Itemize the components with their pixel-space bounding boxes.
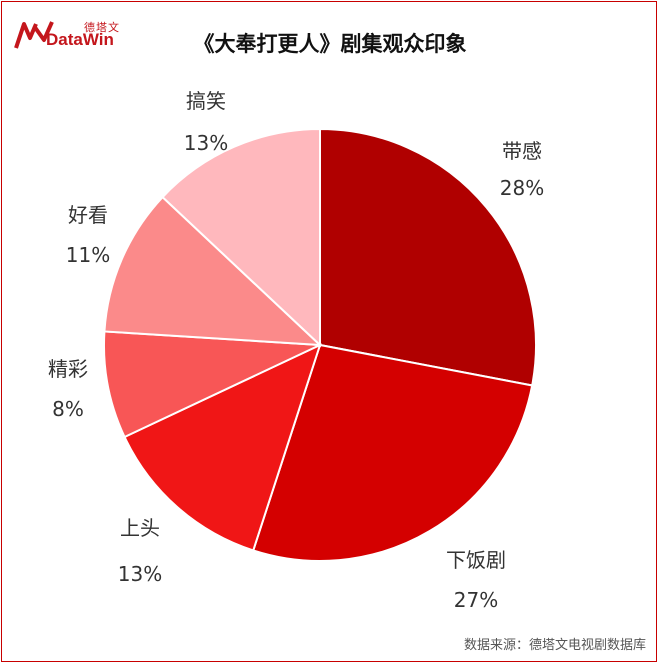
datawin-logo	[14, 18, 154, 52]
pie-slice	[123, 343, 322, 552]
slice-category-label: 下饭剧	[446, 548, 506, 572]
chart-title: 《大奉打更人》剧集观众印象	[193, 32, 467, 56]
logo-text-cn: 德塔文	[84, 21, 120, 34]
pie-slices	[103, 127, 537, 562]
slice-percent-label: 11%	[66, 243, 110, 267]
pie-slice	[161, 127, 321, 348]
pie-slice	[103, 330, 321, 439]
slice-percent-label: 8%	[52, 397, 84, 421]
slice-percent-label: 13%	[118, 562, 162, 586]
datawin-logo-icon	[14, 21, 54, 49]
slice-category-label: 精彩	[48, 357, 88, 381]
pie-slice	[251, 343, 534, 562]
pie-slice	[103, 195, 323, 347]
slice-category-label: 好看	[68, 203, 108, 227]
slice-percent-label: 27%	[454, 588, 498, 612]
pie-slice	[319, 127, 537, 387]
slice-category-label: 上头	[120, 516, 160, 540]
slice-percent-label: 28%	[500, 176, 544, 200]
pie-labels: 带感 28% 下饭剧 27% 上头 13% 精彩 8% 好看 11% 搞笑 13%	[48, 89, 544, 612]
slice-category-label: 搞笑	[186, 89, 226, 113]
slice-percent-label: 13%	[184, 131, 228, 155]
source-note: 数据来源：德塔文电视剧数据库	[463, 638, 646, 653]
logo-text-en: DataWin	[46, 30, 114, 49]
slice-category-label: 带感	[502, 139, 542, 163]
